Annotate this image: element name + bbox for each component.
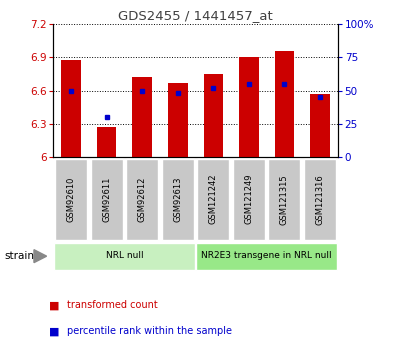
Text: NRL null: NRL null xyxy=(105,251,143,260)
FancyBboxPatch shape xyxy=(162,159,194,240)
Text: GSM121315: GSM121315 xyxy=(280,174,289,225)
FancyBboxPatch shape xyxy=(304,159,336,240)
FancyBboxPatch shape xyxy=(197,159,229,240)
Text: strain: strain xyxy=(4,251,34,261)
Text: percentile rank within the sample: percentile rank within the sample xyxy=(67,326,232,336)
FancyBboxPatch shape xyxy=(126,159,158,240)
FancyBboxPatch shape xyxy=(233,159,265,240)
Polygon shape xyxy=(34,250,47,263)
FancyBboxPatch shape xyxy=(54,243,195,270)
Text: ■: ■ xyxy=(49,326,60,336)
Bar xyxy=(132,77,152,157)
FancyBboxPatch shape xyxy=(90,159,122,240)
Bar xyxy=(275,51,294,157)
FancyBboxPatch shape xyxy=(196,243,337,270)
Text: GSM92610: GSM92610 xyxy=(67,177,75,222)
Text: GSM92611: GSM92611 xyxy=(102,177,111,222)
Text: GSM121249: GSM121249 xyxy=(245,174,253,225)
Text: NR2E3 transgene in NRL null: NR2E3 transgene in NRL null xyxy=(201,251,332,260)
Bar xyxy=(310,94,330,157)
Bar xyxy=(239,57,259,157)
Text: GSM121316: GSM121316 xyxy=(316,174,324,225)
FancyBboxPatch shape xyxy=(269,159,300,240)
Text: ■: ■ xyxy=(49,300,60,310)
Text: GSM92612: GSM92612 xyxy=(138,177,147,222)
Bar xyxy=(168,83,188,157)
Bar xyxy=(97,127,117,157)
Bar xyxy=(203,74,223,157)
Bar xyxy=(61,60,81,157)
Text: GSM92613: GSM92613 xyxy=(173,177,182,222)
FancyBboxPatch shape xyxy=(55,159,87,240)
Text: GSM121242: GSM121242 xyxy=(209,174,218,225)
Text: transformed count: transformed count xyxy=(67,300,158,310)
Title: GDS2455 / 1441457_at: GDS2455 / 1441457_at xyxy=(118,9,273,22)
